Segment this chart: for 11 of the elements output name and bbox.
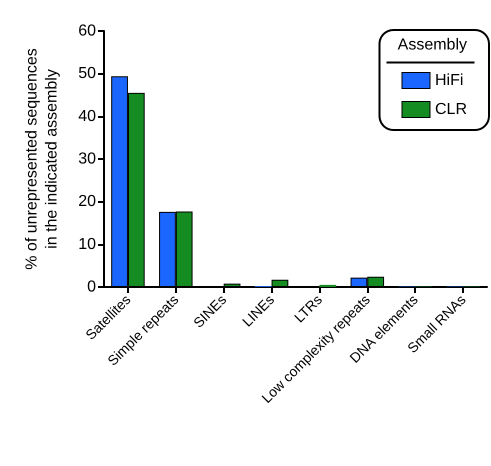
y-tick-label: 40 [78,108,96,125]
y-tick-label: 20 [78,193,96,210]
y-axis-title: % of unrepresented sequences in the indicated assembly [24,48,60,270]
y-tick-label: 10 [78,236,96,253]
y-tick-label: 0 [87,278,96,296]
legend-label: HiFi [434,72,464,89]
y-tick-label: 30 [78,150,96,168]
legend-title: Assembly [398,36,468,54]
legend-label: CLR [434,101,468,118]
y-tick-label: 60 [78,22,96,40]
y-tick-label: 50 [78,65,96,82]
